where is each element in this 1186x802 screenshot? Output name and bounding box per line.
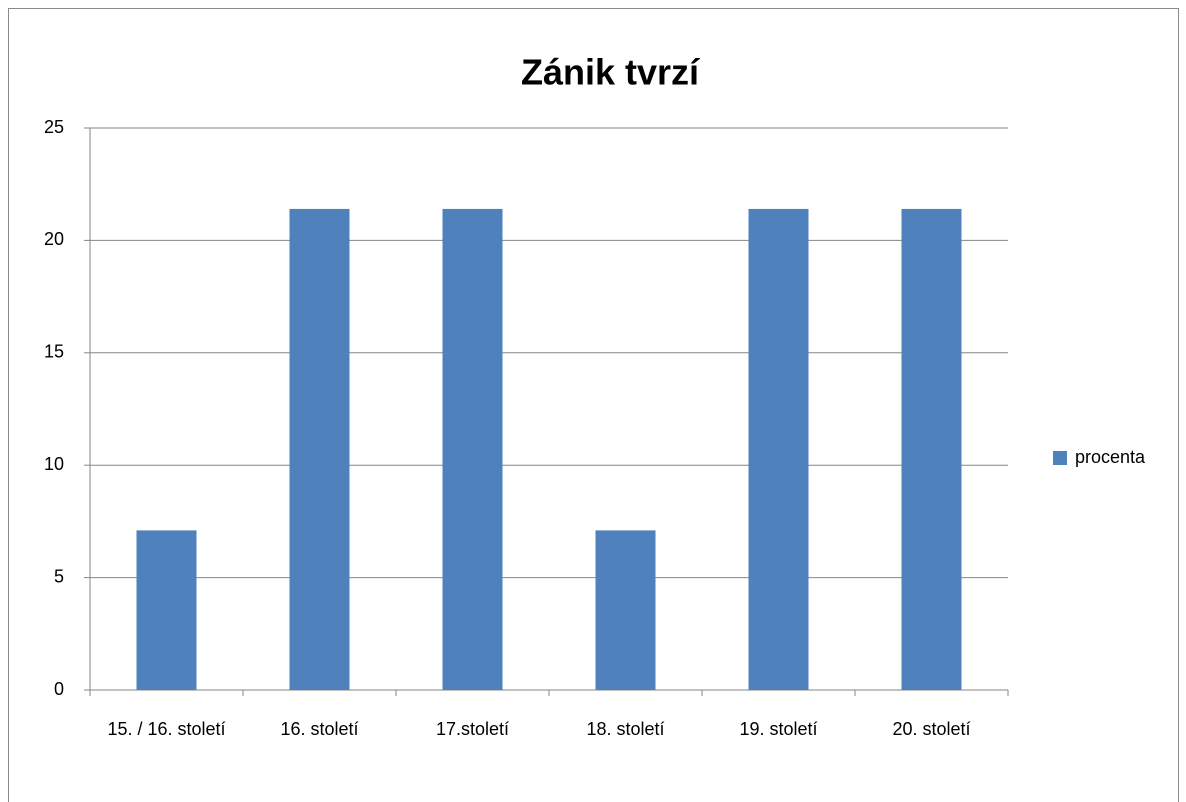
bar bbox=[136, 530, 197, 690]
x-tick-label: 17.století bbox=[435, 719, 510, 739]
x-tick-label: 20. století bbox=[892, 719, 971, 739]
bar bbox=[595, 530, 656, 690]
chart-border bbox=[8, 8, 1179, 802]
y-tick-label: 20 bbox=[44, 229, 64, 249]
y-tick-label: 10 bbox=[44, 454, 64, 474]
chart-title: Zánik tvrzí bbox=[521, 52, 700, 93]
bar bbox=[289, 208, 350, 691]
bar bbox=[748, 208, 809, 691]
x-tick-label: 18. století bbox=[586, 719, 665, 739]
x-tick-label: 15. / 16. století bbox=[107, 719, 226, 739]
bar bbox=[901, 208, 962, 691]
bar bbox=[442, 208, 503, 691]
y-tick-label: 15 bbox=[44, 342, 64, 362]
x-tick-label: 16. století bbox=[280, 719, 359, 739]
legend-label: procenta bbox=[1075, 447, 1146, 467]
x-tick-label: 19. století bbox=[739, 719, 818, 739]
y-tick-label: 5 bbox=[54, 566, 64, 586]
legend-swatch bbox=[1053, 451, 1067, 465]
y-tick-label: 25 bbox=[44, 117, 64, 137]
y-tick-label: 0 bbox=[54, 679, 64, 699]
